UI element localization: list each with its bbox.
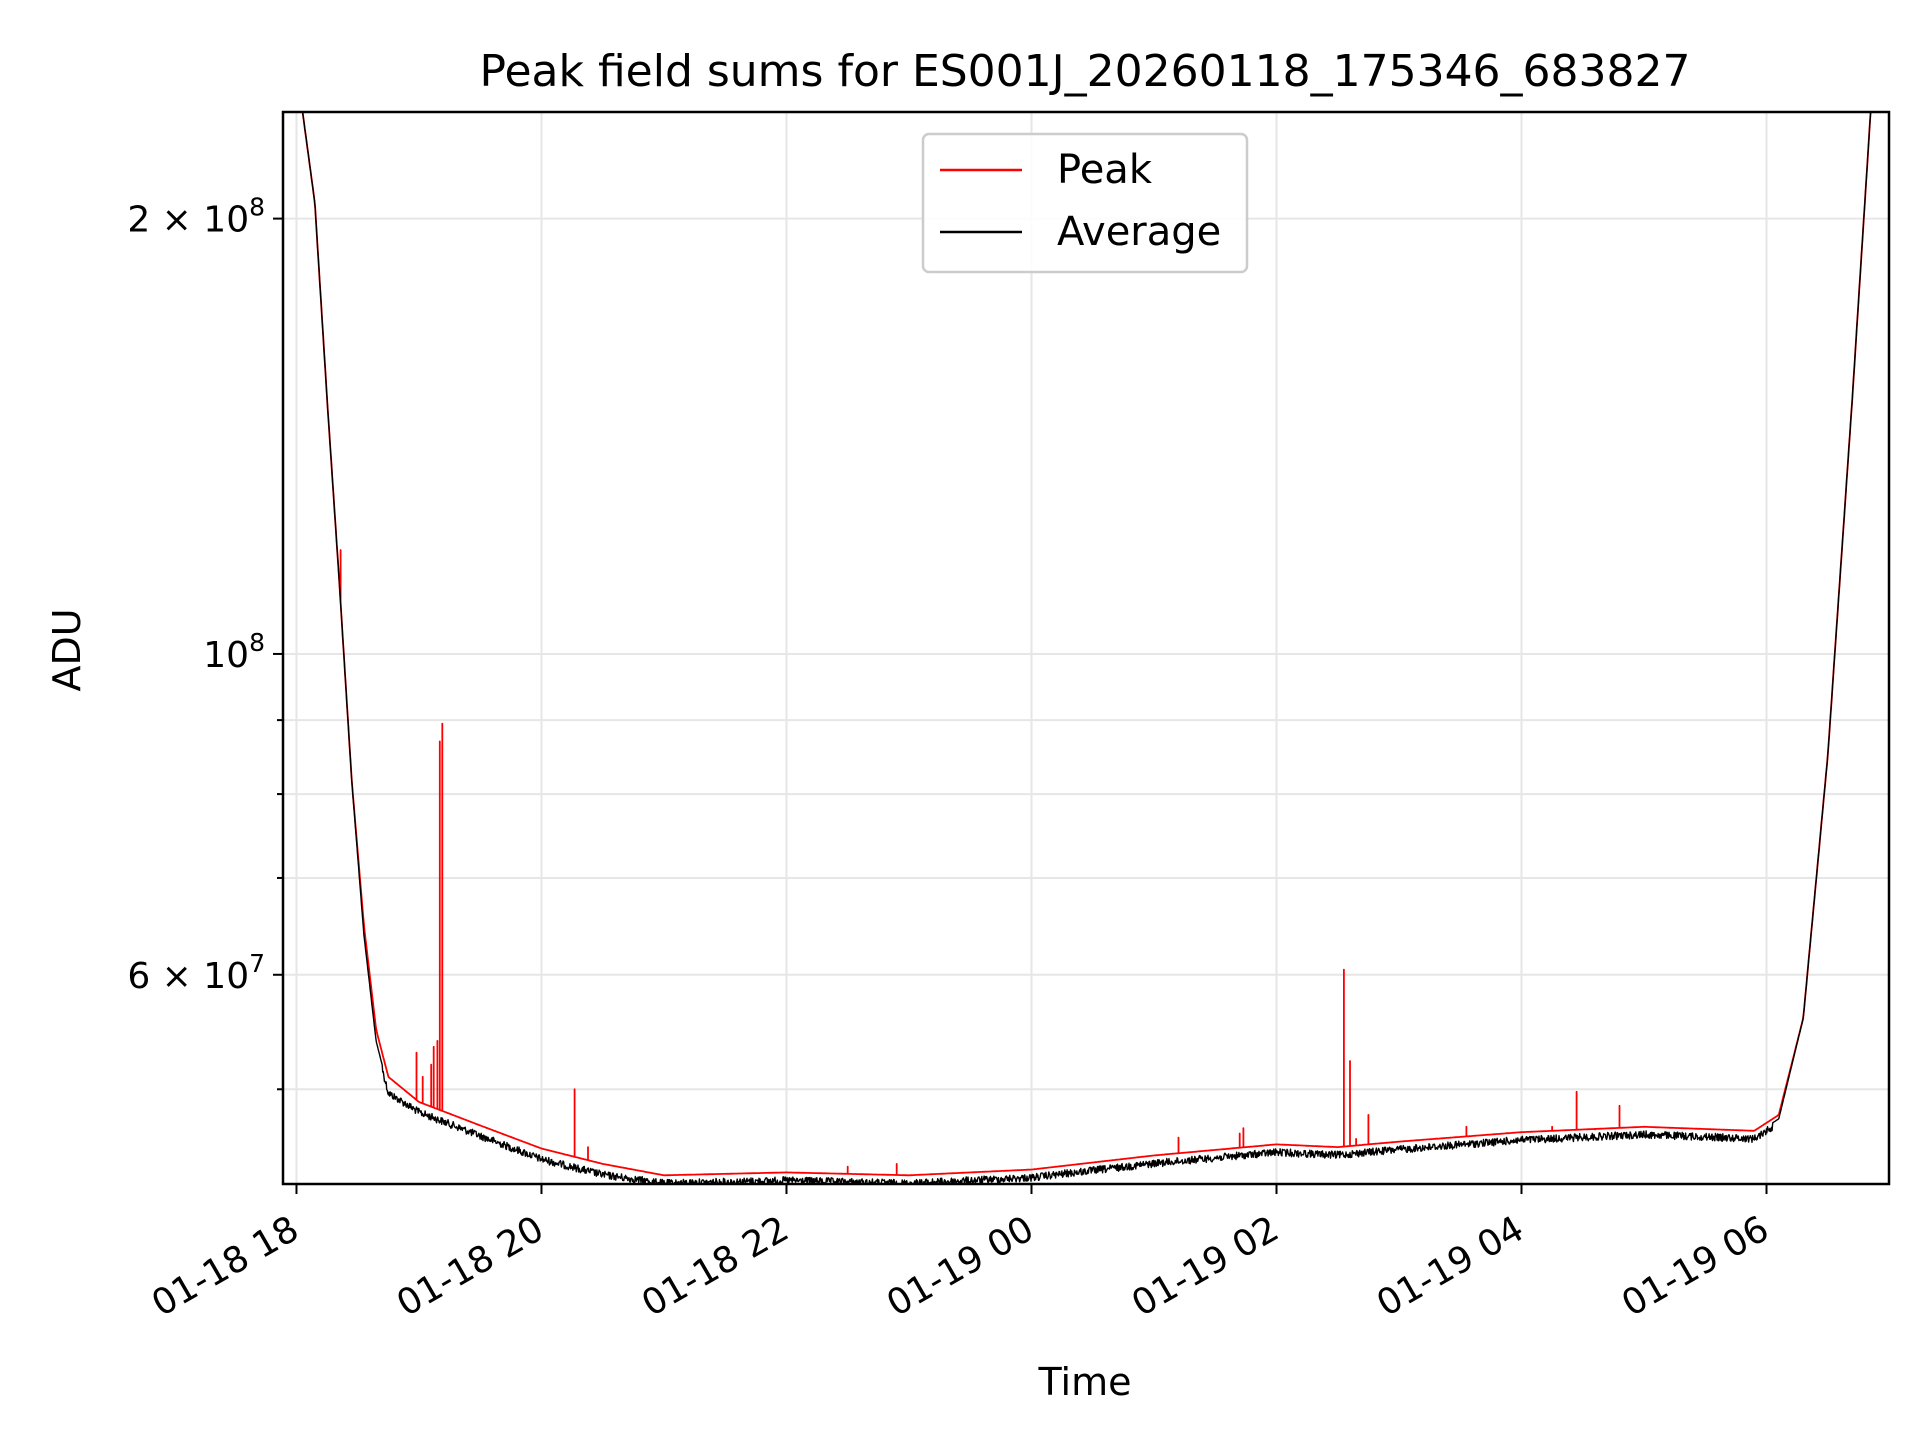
legend: Peak Average <box>921 132 1249 274</box>
y-axis-label: ADU <box>45 608 89 691</box>
y-tick-label: 2 × 108 <box>127 193 265 241</box>
legend-box <box>921 132 1249 274</box>
series-layer <box>284 112 1888 1184</box>
plot-frame <box>281 110 1891 1186</box>
chart-title: Peak field sums for ES001J_20260118_1753… <box>479 46 1690 97</box>
series-peak-line <box>284 112 1888 1177</box>
legend-label-average: Average <box>1057 209 1221 255</box>
y-tick-label: 108 <box>203 628 265 676</box>
x-axis-label: Time <box>1038 1360 1132 1404</box>
y-tick-label: 6 × 107 <box>127 949 265 997</box>
series-average-line <box>284 112 1888 1184</box>
legend-label-peak: Peak <box>1057 147 1153 193</box>
grid <box>283 112 1889 1184</box>
